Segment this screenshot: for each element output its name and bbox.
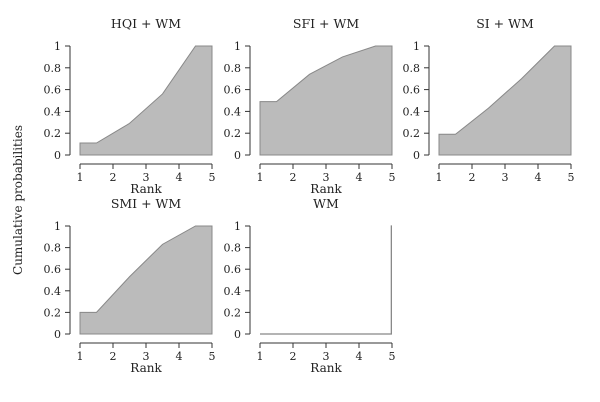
x-tick-label: 2	[110, 350, 117, 363]
x-tick-label: 5	[209, 350, 216, 363]
x-axis-label: Rank	[130, 182, 162, 196]
panel-title: SMI + WM	[111, 196, 182, 211]
x-tick-label: 5	[389, 350, 396, 363]
y-tick-label: 0	[413, 149, 420, 162]
x-tick-label: 5	[209, 171, 216, 184]
x-tick-label: 3	[323, 350, 330, 363]
y-tick-label: 0.4	[44, 105, 62, 118]
panel-5: WM 0 0.2 0.4 0.6 0.8 1 1 2 3 4 5 Rank	[224, 196, 396, 375]
x-axis-label: Rank	[310, 182, 342, 196]
y-tick-label: 1	[54, 220, 61, 233]
y-tick-label: 0	[234, 328, 241, 341]
x-tick-label: 2	[290, 171, 297, 184]
panel-3: SI + WM 0 0.2 0.4 0.6 0.8 1 1 2 3 4 5	[403, 16, 575, 184]
x-tick-label: 1	[436, 171, 443, 184]
y-tick-label: 0	[54, 328, 61, 341]
cumulative-area	[438, 45, 572, 156]
y-tick-label: 0.8	[44, 62, 62, 75]
y-tick-label: 0.2	[224, 127, 242, 140]
y-tick-label: 0.6	[403, 84, 421, 97]
y-tick-label: 0.2	[44, 127, 62, 140]
y-tick-label: 1	[413, 40, 420, 53]
x-tick-label: 1	[257, 171, 264, 184]
y-tick-label: 0	[234, 149, 241, 162]
x-tick-label: 4	[176, 171, 183, 184]
x-tick-label: 1	[77, 350, 84, 363]
x-tick-label: 5	[389, 171, 396, 184]
y-tick-label: 0.8	[44, 242, 62, 255]
y-tick-label: 0	[54, 149, 61, 162]
x-tick-label: 5	[568, 171, 575, 184]
x-tick-label: 3	[502, 171, 509, 184]
x-axis-label: Rank	[130, 361, 162, 375]
y-tick-label: 0.6	[44, 84, 62, 97]
x-tick-label: 2	[110, 171, 117, 184]
x-tick-label: 1	[257, 350, 264, 363]
cumulative-area	[79, 45, 213, 156]
x-tick-label: 3	[143, 350, 150, 363]
x-tick-label: 2	[290, 350, 297, 363]
y-tick-label: 0.4	[224, 105, 242, 118]
panel-grid: HQI + WM 0 0.2 0.4 0.6 0.8 1 1 2 3 4 5 Rank SFI + WM 0…	[44, 16, 575, 375]
panel-title: HQI + WM	[111, 16, 181, 31]
y-tick-label: 0.4	[224, 285, 242, 298]
panel-title: SI + WM	[476, 16, 534, 31]
y-tick-label: 0.8	[224, 242, 242, 255]
cumulative-line	[260, 225, 392, 335]
panel-title: WM	[313, 196, 339, 211]
y-tick-label: 0.4	[403, 105, 421, 118]
y-tick-label: 0.6	[224, 263, 242, 276]
panel-title: SFI + WM	[293, 16, 359, 31]
cumulative-area	[79, 225, 213, 335]
y-tick-label: 0.2	[403, 127, 421, 140]
figure-y-axis-label: Cumulative probabilities	[11, 125, 25, 275]
panel-1: HQI + WM 0 0.2 0.4 0.6 0.8 1 1 2 3 4 5 Rank	[44, 16, 216, 196]
cumulative-area	[259, 45, 393, 156]
x-tick-label: 3	[143, 171, 150, 184]
y-tick-label: 0.6	[224, 84, 242, 97]
x-tick-label: 4	[176, 350, 183, 363]
x-tick-label: 2	[469, 171, 476, 184]
y-tick-label: 0.2	[224, 306, 242, 319]
y-tick-label: 0.4	[44, 285, 62, 298]
y-tick-label: 0.8	[403, 62, 421, 75]
y-tick-label: 1	[234, 40, 241, 53]
y-tick-label: 0.6	[44, 263, 62, 276]
x-tick-label: 3	[323, 171, 330, 184]
y-tick-label: 1	[54, 40, 61, 53]
panel-4: SMI + WM 0 0.2 0.4 0.6 0.8 1 1 2 3 4 5 Rank	[44, 196, 216, 375]
x-tick-label: 1	[77, 171, 84, 184]
x-tick-label: 4	[356, 350, 363, 363]
panel-2: SFI + WM 0 0.2 0.4 0.6 0.8 1 1 2 3 4 5 Rank	[224, 16, 396, 196]
y-tick-label: 0.2	[44, 306, 62, 319]
x-tick-label: 4	[356, 171, 363, 184]
y-tick-label: 1	[234, 220, 241, 233]
x-tick-label: 4	[535, 171, 542, 184]
y-tick-label: 0.8	[224, 62, 242, 75]
x-axis-label: Rank	[310, 361, 342, 375]
